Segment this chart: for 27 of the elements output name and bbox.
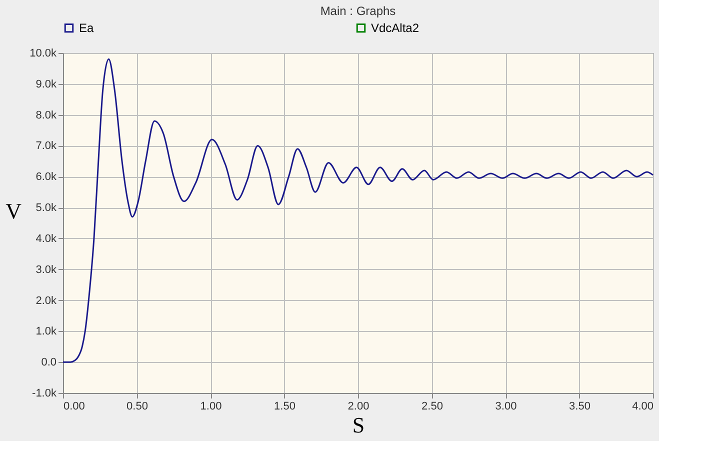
x-tick-label: 4.00 [632,400,654,412]
x-tick-label: 0.00 [64,400,85,412]
line-series [62,58,654,363]
y-tick-label: -1.0k [32,388,57,400]
x-tick-label: 1.00 [200,400,222,412]
legend-label: VdcAlta2 [371,21,420,36]
y-tick-label: 1.0k [36,326,57,338]
y-tick-label: 5.0k [36,202,57,214]
x-tick-label: 2.50 [422,400,443,412]
x-axis-title: S [352,412,365,438]
legend-label: Ea [79,21,94,36]
chart-title: Main : Graphs [320,4,396,18]
x-tick-label: 3.00 [495,400,517,412]
y-axis-title: V [6,198,22,224]
x-tick-label: 0.50 [126,400,148,412]
y-tick-label: 3.0k [36,264,57,276]
y-tick-label: 2.0k [36,294,57,307]
y-tick-label: 6.0k [36,171,57,184]
x-tick-label: 1.50 [274,400,296,412]
y-tick-label: 8.0k [36,109,57,122]
y-tick-label: 10.0k [30,48,57,60]
x-tick-label: 2.00 [348,400,370,412]
y-tick-label: 0.0 [41,356,56,369]
y-tick-label: 4.0k [36,232,57,245]
y-tick-label: 9.0k [36,78,57,90]
y-tick-label: 7.0k [36,140,57,152]
x-tick-label: 3.50 [569,400,590,412]
